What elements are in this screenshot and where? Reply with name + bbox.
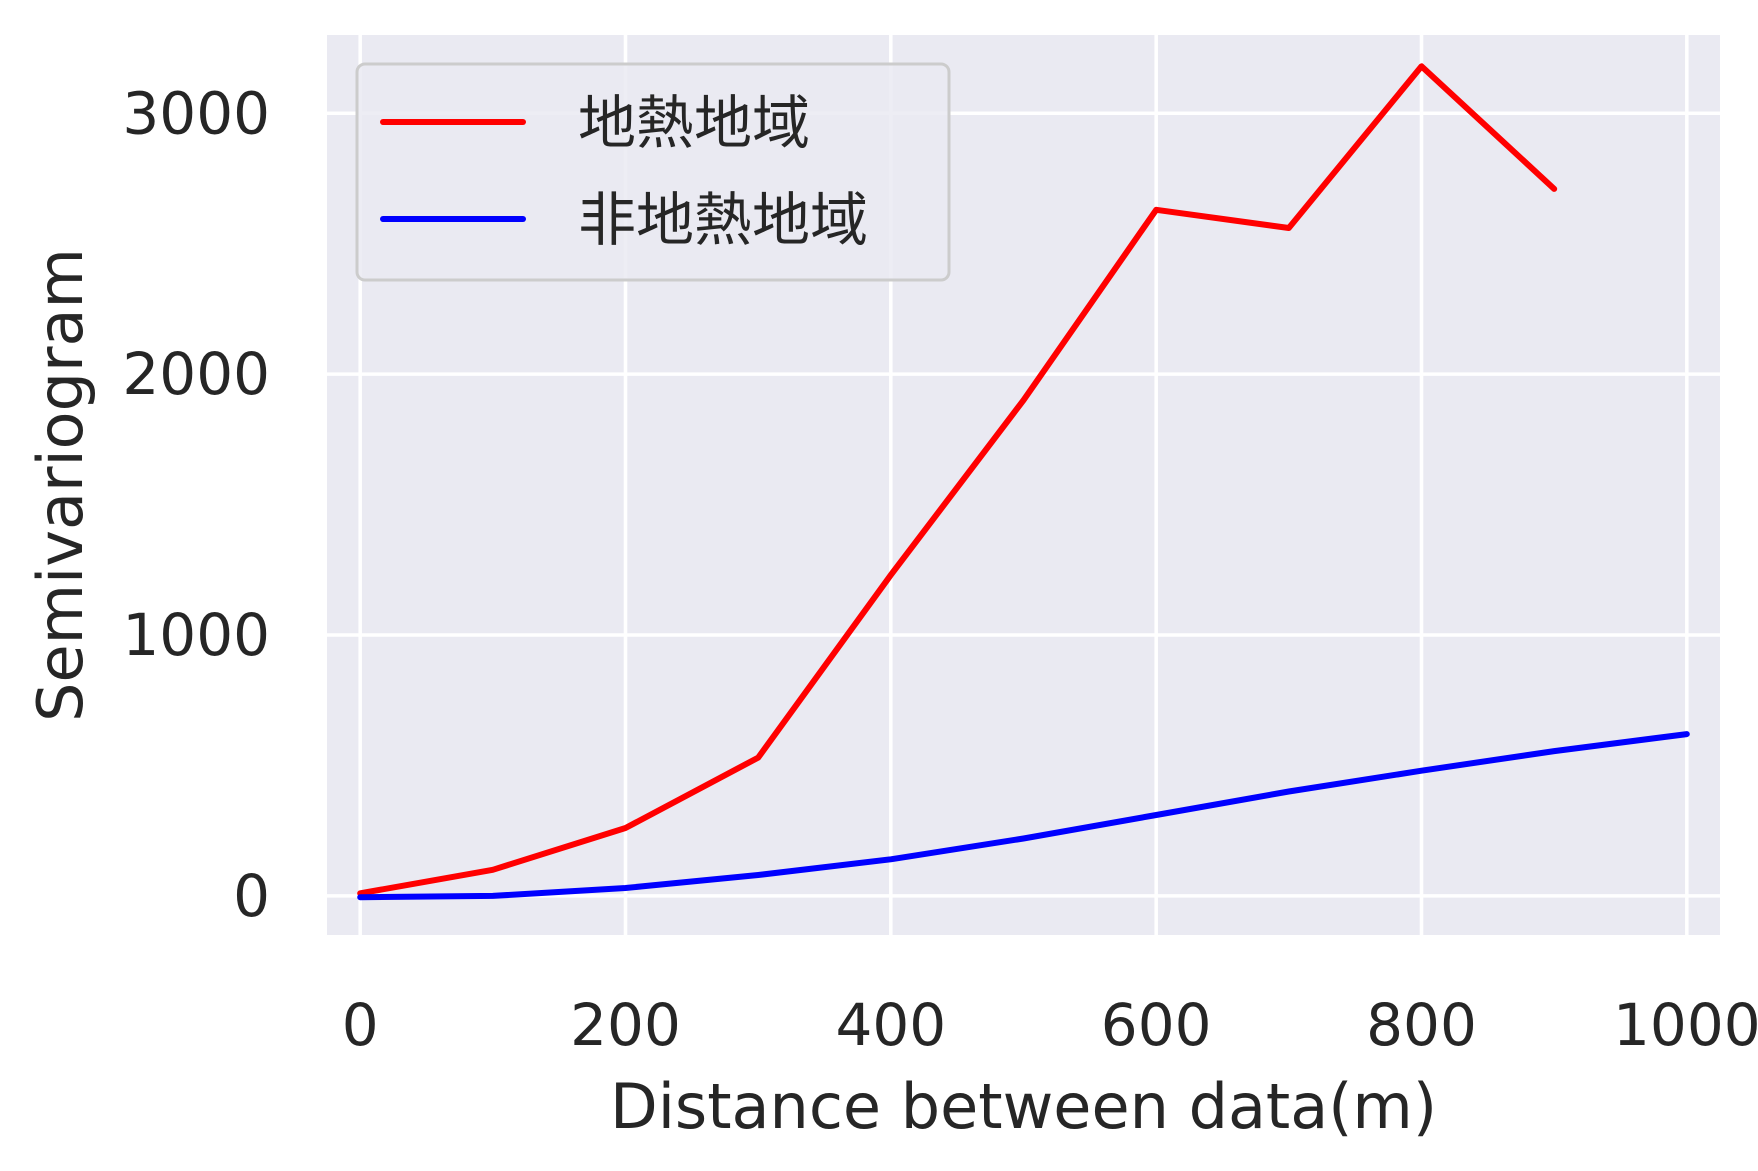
x-tick-label: 1000: [1613, 991, 1758, 1059]
y-tick-label: 0: [233, 862, 270, 930]
y-tick-label: 2000: [122, 340, 270, 408]
x-tick-label: 800: [1366, 991, 1477, 1059]
legend-label: 地熱地域: [578, 89, 810, 157]
x-axis-label: Distance between data(m): [610, 1070, 1437, 1143]
y-tick-label: 1000: [122, 601, 270, 669]
x-tick-label: 200: [570, 991, 681, 1059]
y-axis-label: Semivariogram: [24, 248, 97, 722]
legend-label: 非地熱地域: [578, 186, 868, 254]
series-line-1: [357, 63, 1558, 897]
x-tick-label: 600: [1101, 991, 1212, 1059]
legend-box: [355, 62, 951, 282]
data-series: [357, 63, 1690, 901]
x-tick-label: 400: [835, 991, 946, 1059]
x-tick-label: 0: [342, 991, 379, 1059]
tick-labels: 0 200 400 600 800 1000 0 1000 2000 3000: [122, 79, 1758, 1059]
y-tick-label: 3000: [122, 79, 270, 147]
series-line-2: [357, 731, 1690, 901]
